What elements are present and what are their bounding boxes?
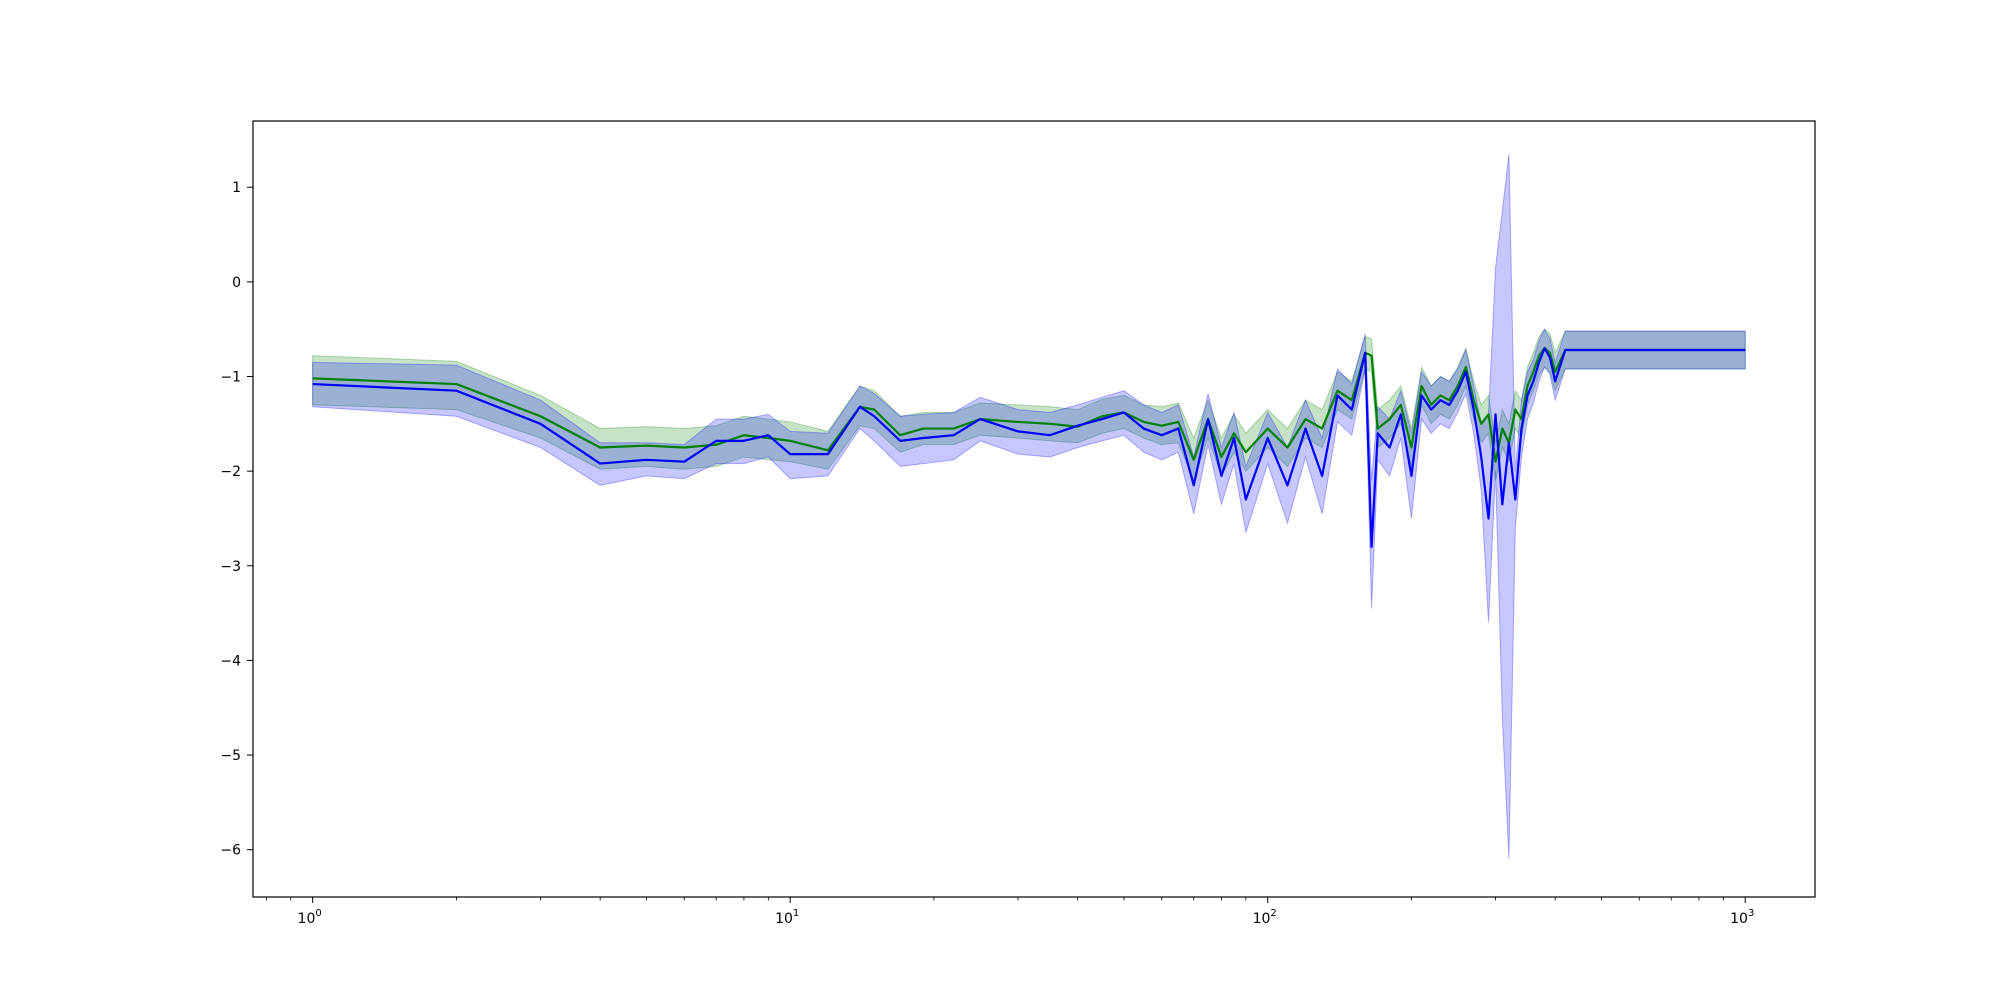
- confidence-bands: [312, 154, 1746, 860]
- y-tick-label: −1: [220, 370, 241, 386]
- y-tick-label: −4: [220, 653, 241, 669]
- plot-background: [253, 121, 1815, 897]
- y-tick-label: −2: [220, 464, 241, 480]
- x-tick-label: 100: [298, 908, 322, 927]
- blue-confidence-band: [312, 154, 1746, 860]
- green-confidence-band: [312, 328, 1746, 483]
- y-tick-label: −3: [220, 559, 241, 575]
- x-tick-label: 101: [775, 908, 799, 927]
- green-series-line: [312, 347, 1746, 463]
- blue-series-line: [312, 347, 1746, 548]
- series-lines: [312, 347, 1746, 548]
- x-tick-label: 102: [1253, 908, 1277, 927]
- y-tick-label: −5: [220, 748, 241, 764]
- x-tick-label: 103: [1730, 908, 1754, 927]
- y-tick-label: −6: [220, 843, 241, 859]
- y-tick-label: 0: [232, 275, 241, 291]
- axes: 1 0 −1 −2 −3 −4 −5 −6 100 101 102 103: [220, 120, 1816, 927]
- axes-frame: [252, 120, 1816, 898]
- y-tick-label: 1: [232, 180, 241, 196]
